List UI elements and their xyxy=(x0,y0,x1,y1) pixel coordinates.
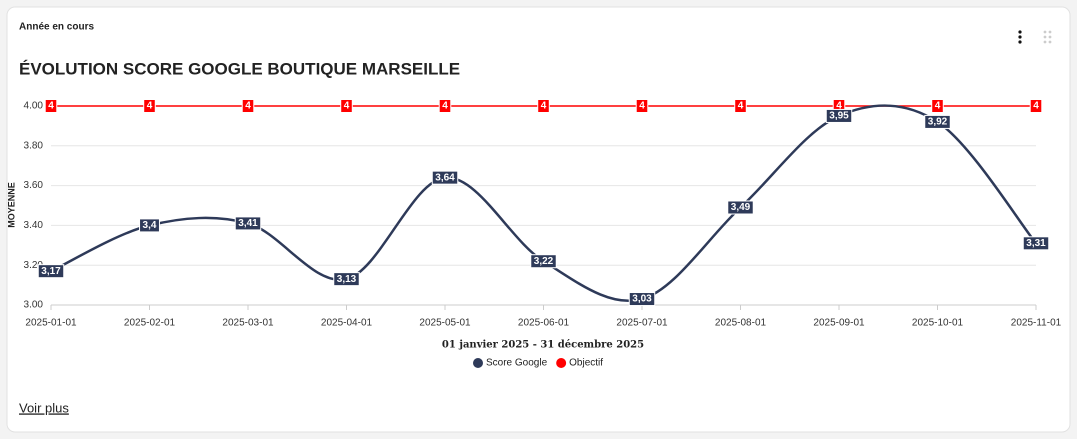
y-axis-title: MOYENNE xyxy=(6,182,16,228)
x-tick-label: 2025-11-01 xyxy=(1011,318,1062,329)
y-tick-label: 3.00 xyxy=(24,300,44,311)
data-point xyxy=(825,108,853,123)
data-label: 4 xyxy=(143,99,156,113)
x-tick-label: 2025-06-01 xyxy=(518,318,570,329)
y-tick-label: 3.40 xyxy=(24,220,44,231)
x-tick-label: 2025-07-01 xyxy=(616,318,668,329)
data-point xyxy=(333,272,360,287)
data-label-text: 3,49 xyxy=(731,202,751,213)
data-label: 4 xyxy=(340,99,353,113)
data-label-text: 3,95 xyxy=(829,111,849,122)
data-label-text: 4 xyxy=(48,101,54,112)
data-label: 3,31 xyxy=(1022,236,1050,251)
data-label: 3,49 xyxy=(727,200,754,215)
data-label: 3,13 xyxy=(333,272,360,287)
data-label: 4 xyxy=(931,99,944,113)
x-tick-label: 2025-10-01 xyxy=(912,318,964,329)
x-tick-label: 2025-09-01 xyxy=(813,318,865,329)
data-point xyxy=(931,99,944,113)
data-point xyxy=(530,254,557,269)
data-point xyxy=(234,216,262,231)
data-point xyxy=(924,114,951,129)
data-label-text: 4 xyxy=(344,101,350,112)
data-label-text: 3,92 xyxy=(928,117,948,128)
menu-icon[interactable] xyxy=(1018,30,1022,44)
data-label-text: 4 xyxy=(147,101,153,112)
legend-label: Objectif xyxy=(569,358,603,369)
data-label: 4 xyxy=(1029,99,1043,113)
x-axis-title: 01 janvier 2025 - 31 décembre 2025 xyxy=(442,340,644,351)
data-label-text: 4 xyxy=(245,101,251,112)
x-tick-label: 2025-05-01 xyxy=(419,318,471,329)
data-point xyxy=(241,99,255,113)
data-label-text: 3,31 xyxy=(1026,238,1046,249)
data-point xyxy=(340,99,353,113)
y-tick-label: 3.20 xyxy=(24,260,44,271)
data-label-text: 4 xyxy=(1033,101,1039,112)
data-label-text: 4 xyxy=(935,101,941,112)
legend-label: Score Google xyxy=(486,358,548,369)
x-tick-label: 2025-01-01 xyxy=(25,318,77,329)
data-label: 3,4 xyxy=(139,218,160,233)
x-tick-label: 2025-04-01 xyxy=(321,318,373,329)
data-label: 4 xyxy=(734,99,747,113)
data-point xyxy=(537,99,550,113)
data-label-text: 3,41 xyxy=(238,218,258,229)
data-point xyxy=(37,264,65,279)
data-label: 3,22 xyxy=(530,254,557,269)
see-more-link[interactable]: Voir plus xyxy=(19,400,69,415)
x-tick-label: 2025-08-01 xyxy=(715,318,767,329)
data-label-text: 4 xyxy=(541,101,547,112)
data-label-text: 3,64 xyxy=(435,172,455,183)
data-point xyxy=(727,200,754,215)
data-label-text: 3,22 xyxy=(534,256,554,267)
data-label-text: 4 xyxy=(836,101,842,112)
x-tick-label: 2025-03-01 xyxy=(222,318,274,329)
data-point xyxy=(1029,99,1043,113)
data-label-text: 3,13 xyxy=(337,274,357,285)
drag-handle[interactable] xyxy=(1043,30,1052,44)
legend-swatch xyxy=(473,358,483,368)
data-label: 3,17 xyxy=(37,264,65,279)
data-point xyxy=(431,170,459,185)
data-label: 3,64 xyxy=(431,170,459,185)
card-background xyxy=(6,6,1071,433)
y-tick-label: 3.80 xyxy=(24,140,44,151)
data-label-text: 4 xyxy=(442,101,448,112)
data-label: 4 xyxy=(44,99,58,113)
data-point xyxy=(1022,236,1050,251)
data-point xyxy=(143,99,156,113)
data-label: 3,92 xyxy=(924,114,951,129)
data-point xyxy=(635,99,649,113)
data-label: 4 xyxy=(635,99,649,113)
data-label-text: 4 xyxy=(639,101,645,112)
data-point xyxy=(438,99,452,113)
x-tick-label: 2025-02-01 xyxy=(124,318,176,329)
y-tick-label: 4.00 xyxy=(24,101,44,112)
data-label: 3,95 xyxy=(825,108,853,123)
data-point xyxy=(628,292,656,307)
data-point xyxy=(734,99,747,113)
data-label-text: 3,03 xyxy=(632,294,652,305)
data-label-text: 3,4 xyxy=(143,220,157,231)
data-label-text: 4 xyxy=(738,101,744,112)
data-label: 4 xyxy=(537,99,550,113)
y-tick-label: 3.60 xyxy=(24,180,44,191)
data-point xyxy=(44,99,58,113)
data-point xyxy=(139,218,160,233)
data-label: 3,03 xyxy=(628,292,656,307)
chart-title: ÉVOLUTION SCORE GOOGLE BOUTIQUE MARSEILL… xyxy=(19,59,460,78)
data-label: 3,41 xyxy=(234,216,262,231)
card-label: Année en cours xyxy=(19,22,94,33)
data-label-text: 3,17 xyxy=(41,266,61,277)
data-label: 4 xyxy=(438,99,452,113)
data-label: 4 xyxy=(241,99,255,113)
legend-swatch xyxy=(556,358,567,368)
